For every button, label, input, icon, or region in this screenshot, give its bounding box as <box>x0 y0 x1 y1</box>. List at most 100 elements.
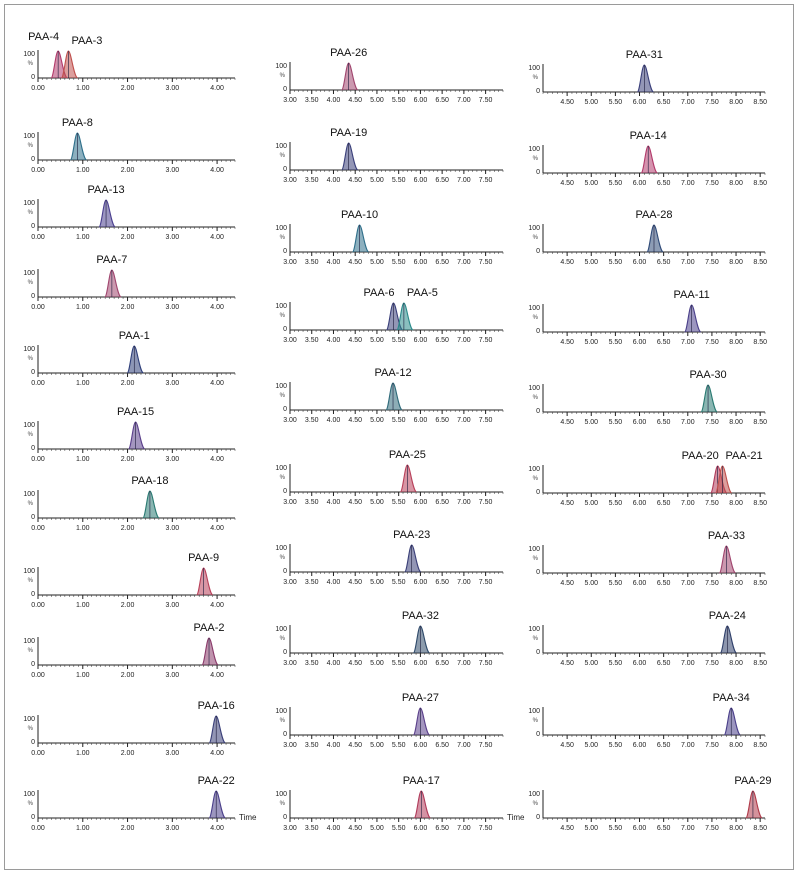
x-tick-label: 7.00 <box>457 97 471 104</box>
peak-label: PAA-8 <box>62 117 93 129</box>
y-unit-label: % <box>533 718 539 724</box>
peak-label: PAA-12 <box>374 367 411 379</box>
x-tick-label: 4.00 <box>327 742 341 749</box>
x-tick-label: 2.00 <box>121 672 135 679</box>
y-tick-label: 0 <box>536 248 540 255</box>
x-tick-label: 7.50 <box>479 417 493 424</box>
y-unit-label: % <box>28 61 34 67</box>
y-tick-label: 100 <box>275 143 287 150</box>
x-tick-label: 8.00 <box>729 825 743 832</box>
peak-label: PAA-2 <box>194 622 225 634</box>
chromatogram-panel: 100 0% 3.00 3.50 4.00 4.50 5.00 5.50 6.00 6.50 7.0… <box>275 127 504 184</box>
x-tick-label: 1.00 <box>76 456 90 463</box>
chromatogram-peak <box>636 64 654 93</box>
y-tick-label: 0 <box>31 445 35 452</box>
x-tick-label: 4.00 <box>327 337 341 344</box>
x-tick-label: 3.00 <box>166 85 180 92</box>
x-tick-label: 6.50 <box>435 259 449 266</box>
chromatogram-peak <box>142 490 160 519</box>
y-tick-label: 0 <box>536 88 540 95</box>
y-tick-label: 0 <box>536 731 540 738</box>
x-tick-label: 6.50 <box>657 339 671 346</box>
x-tick-label: 5.50 <box>392 579 406 586</box>
x-tick-label: 4.50 <box>560 660 574 667</box>
x-tick-label: 4.00 <box>327 259 341 266</box>
peak-label: PAA-9 <box>188 552 219 564</box>
y-tick-label: 0 <box>283 248 287 255</box>
x-tick-label: 4.50 <box>348 579 362 586</box>
x-tick-label: 7.50 <box>705 825 719 832</box>
y-tick-label: 0 <box>31 156 35 163</box>
y-tick-label: 100 <box>23 51 35 58</box>
x-tick-label: 4.50 <box>560 825 574 832</box>
y-tick-label: 0 <box>31 514 35 521</box>
x-tick-label: 0.00 <box>31 380 45 387</box>
y-tick-label: 100 <box>275 791 287 798</box>
chromatogram-peak <box>341 62 359 91</box>
peak-label: PAA-18 <box>131 475 168 487</box>
peak-label: PAA-3 <box>71 35 102 47</box>
y-tick-label: 100 <box>275 303 287 310</box>
x-tick-label: 7.00 <box>681 742 695 749</box>
y-tick-label: 100 <box>23 638 35 645</box>
x-tick-label: 7.50 <box>479 177 493 184</box>
y-unit-label: % <box>533 395 539 401</box>
chromatogram-peak <box>718 545 736 574</box>
x-tick-label: 6.50 <box>435 825 449 832</box>
y-unit-label: % <box>28 578 34 584</box>
x-tick-label: 1.00 <box>76 525 90 532</box>
x-tick-label: 6.00 <box>633 742 647 749</box>
x-tick-label: 0.00 <box>31 234 45 241</box>
x-tick-label: 7.00 <box>457 742 471 749</box>
x-tick-label: 3.00 <box>166 167 180 174</box>
y-tick-label: 0 <box>536 569 540 576</box>
y-tick-label: 0 <box>31 369 35 376</box>
x-tick-label: 2.00 <box>121 456 135 463</box>
x-tick-label: 5.50 <box>392 499 406 506</box>
x-tick-label: 3.00 <box>283 660 297 667</box>
chromatogram-peak <box>341 142 359 171</box>
y-tick-label: 0 <box>31 293 35 300</box>
peak-label: PAA-1 <box>119 330 150 342</box>
peak-label: PAA-20 <box>682 450 719 462</box>
x-tick-label: 3.00 <box>166 456 180 463</box>
y-tick-label: 0 <box>536 169 540 176</box>
x-tick-label: 5.00 <box>370 579 384 586</box>
x-tick-label: 7.00 <box>681 580 695 587</box>
peak-label: PAA-22 <box>198 775 235 787</box>
x-tick-label: 5.50 <box>392 742 406 749</box>
x-tick-label: 7.00 <box>457 337 471 344</box>
x-tick-label: 7.00 <box>457 579 471 586</box>
y-tick-label: 100 <box>23 270 35 277</box>
y-tick-label: 0 <box>283 86 287 93</box>
x-tick-label: 7.50 <box>479 499 493 506</box>
peak-label: PAA-11 <box>674 289 710 301</box>
y-tick-label: 0 <box>536 328 540 335</box>
y-tick-label: 0 <box>283 731 287 738</box>
x-tick-label: 4.50 <box>348 417 362 424</box>
peak-label: PAA-31 <box>626 49 663 61</box>
chromatogram-panel: 100 0% 0.00 1.00 2.00 3.00 4.00 PAA-15 <box>23 406 236 463</box>
x-tick-label: 5.50 <box>609 259 623 266</box>
chromatogram-peak <box>412 625 430 654</box>
y-unit-label: % <box>28 210 34 216</box>
x-tick-label: 4.00 <box>327 177 341 184</box>
y-tick-label: 100 <box>528 146 540 153</box>
x-tick-label: 5.00 <box>370 825 384 832</box>
chromatogram-peak <box>60 50 78 79</box>
x-tick-label: 4.50 <box>348 742 362 749</box>
x-tick-label: 4.00 <box>210 85 224 92</box>
x-tick-label: 3.00 <box>283 499 297 506</box>
chromatogram-panel: 100 0% 0.00 1.00 2.00 3.00 4.00 PAA-16 <box>23 700 236 757</box>
x-tick-label: 6.50 <box>657 580 671 587</box>
x-tick-label: 3.00 <box>166 602 180 609</box>
chromatogram-panel: 100 0% 0.00 1.00 2.00 3.00 4.00 PAA-7 <box>23 254 236 311</box>
x-tick-label: 4.00 <box>210 525 224 532</box>
x-tick-label: 3.50 <box>305 579 319 586</box>
y-unit-label: % <box>28 801 34 807</box>
x-tick-label: 6.00 <box>414 417 428 424</box>
x-tick-label: 4.50 <box>560 500 574 507</box>
chromatogram-peak <box>385 382 403 411</box>
peak-label: PAA-15 <box>117 406 154 418</box>
peak-label: PAA-6 <box>363 287 394 299</box>
